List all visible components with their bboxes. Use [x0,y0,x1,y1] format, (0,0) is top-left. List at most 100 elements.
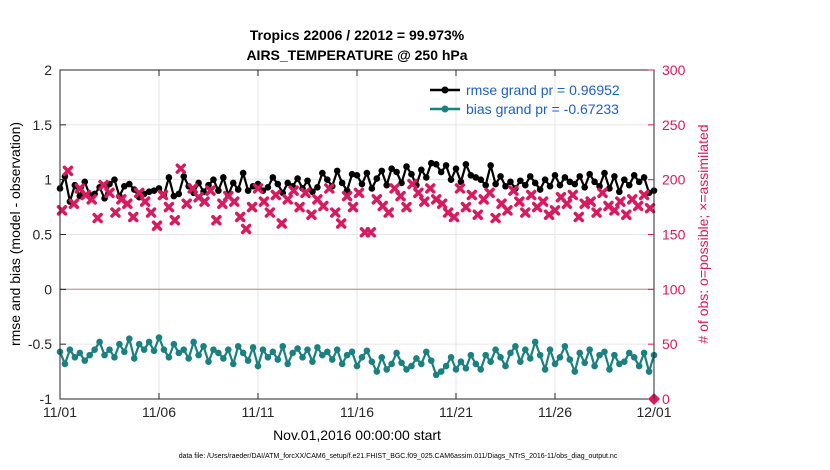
rmse-point [477,176,485,183]
rmse-point [581,184,588,191]
bias-point [611,351,618,359]
obs-assimilated-marker [585,196,596,207]
y-tick-label: 2 [44,62,52,78]
bias-point [155,334,163,341]
obs-assimilated-marker [300,187,311,199]
ticks: 11/01 11/06 11/11 11/16 11/21 11/26 12/01 -1 -0.… [28,62,686,420]
rmse-point [244,187,252,194]
obs-assimilated-marker [122,198,133,210]
bias-point [111,354,118,361]
rmse-point [324,176,331,183]
obs-assimilated-marker [644,202,656,214]
bias-point [536,351,544,359]
bias-point [616,360,623,368]
y-tick-label: 1 [44,172,52,188]
obs-assimilated-marker [567,189,579,201]
bias-point [333,346,341,353]
rmse-point [155,185,163,192]
bias-point [200,343,207,350]
bias-point [249,344,257,351]
bias-point [269,348,277,356]
rmse-point [403,163,410,170]
bias-point [170,340,178,348]
obs-assimilated-marker [145,207,157,218]
obs-assimilated-marker [68,198,80,210]
obs-assimilated-marker [514,196,525,207]
bias-point [348,348,356,356]
rmse-point [497,173,504,180]
obs-assimilated-marker [92,212,103,224]
bias-point [427,357,435,364]
rmse-point [408,170,415,178]
obs-assimilated-marker [609,205,620,216]
bias-point [126,335,133,342]
y2-tick-label: 150 [662,227,686,243]
obs-assimilated-marker [591,207,602,218]
bias-point [640,349,648,357]
obs-assimilated-marker [407,178,418,190]
bias-point [457,358,465,366]
rmse-point [591,178,598,186]
obs-assimilated-marker [211,214,222,226]
bias-point [576,349,584,357]
obs-assimilated-marker [282,194,293,205]
bias-point [76,349,84,357]
rmse-point [314,184,321,191]
rmse-point [126,180,133,188]
bias-point [309,358,316,366]
bias-point [96,338,103,346]
bias-point [413,355,420,362]
obs-assimilated-marker [169,214,181,226]
obs-assimilated-marker [62,165,74,177]
bias-point [596,351,603,359]
legend-bias-marker [441,105,449,113]
obs-assimilated-marker [436,198,448,210]
y2-tick-label: 300 [662,62,686,78]
bias-point [220,355,227,362]
obs-assimilated-marker [246,201,258,213]
bias-point [190,338,197,346]
bias-point [91,346,98,353]
obs-assimilated-marker [128,211,139,223]
legend-bias-label: bias grand pr = -0.67233 [466,101,619,117]
bias-point [284,360,292,368]
obs-assimilated-marker [86,194,97,205]
rmse-point [180,173,188,180]
bias-point [210,346,217,353]
bias-point [294,345,301,352]
rmse-point [170,192,178,200]
bias-point [437,368,445,375]
obs-assimilated-marker [561,198,573,210]
rmse-point [586,170,593,178]
bias-point [185,355,192,362]
obs-assimilated-marker [472,209,484,221]
bias-point [135,340,143,348]
rmse-point [566,178,574,186]
obs-assimilated-marker [228,196,240,207]
rmse-point [150,187,158,194]
obs-assimilated-marker [353,187,365,199]
y-tick-label: -1 [40,391,53,407]
rmse-point [561,174,569,181]
rmse-point [596,182,603,190]
bias-point [244,357,252,364]
obs-assimilated-marker [252,183,264,194]
obs-assimilated-marker [347,201,359,213]
bias-point [353,362,361,370]
rmse-point [630,171,638,179]
rmse-point [239,169,247,177]
rmse-point [348,170,356,178]
bias-point [363,347,371,355]
obs-assimilated-marker [294,201,305,213]
bias-point [561,343,569,350]
bias-point [472,360,480,368]
y-tick-label: -0.5 [28,336,52,352]
rmse-point [625,181,633,189]
rmse-point [175,190,183,198]
obs-assimilated-marker [573,211,585,223]
rmse-point [531,179,539,187]
bias-point [205,358,212,366]
obs-assimilated-marker [419,196,430,207]
rmse-point [462,161,470,168]
bias-point [507,349,514,357]
